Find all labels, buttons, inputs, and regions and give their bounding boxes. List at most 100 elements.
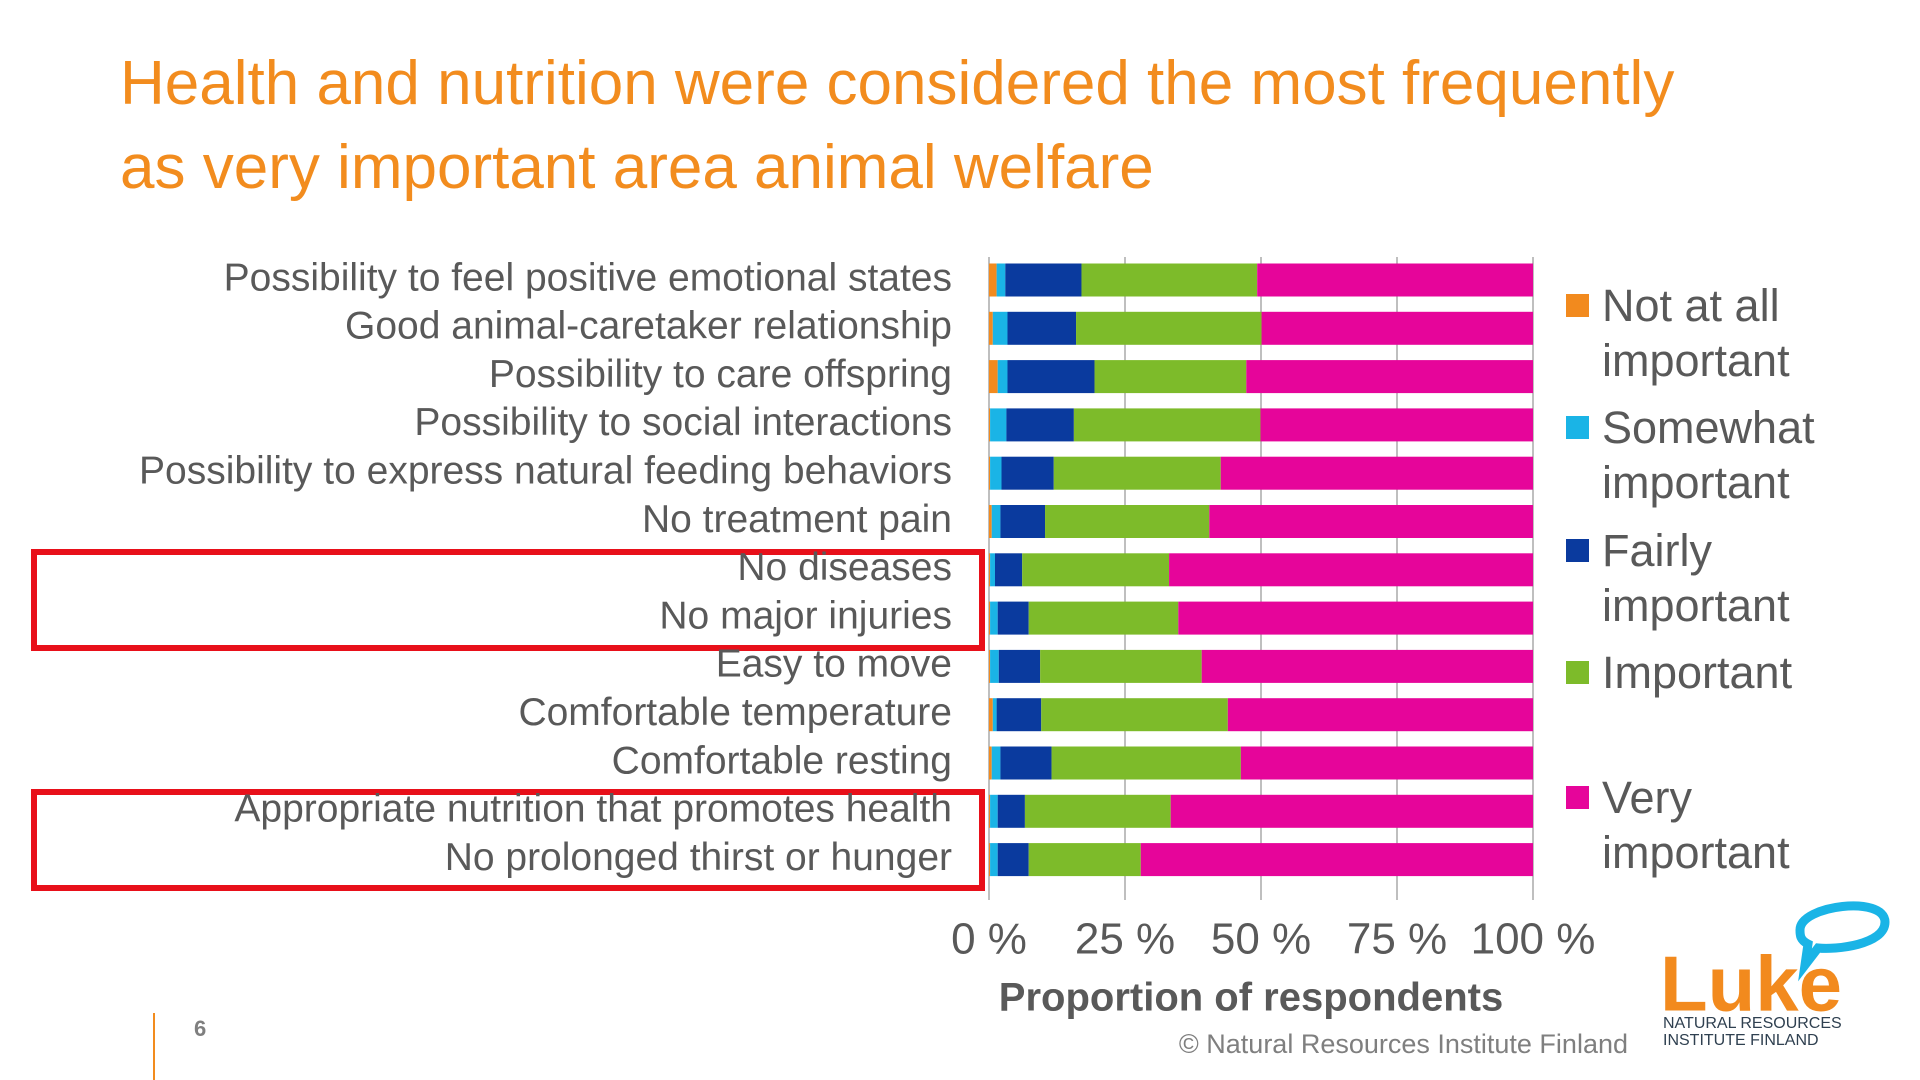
bar-segment [1007,311,1077,345]
bar-segment [1261,311,1533,345]
bar-segment [989,408,991,442]
bar-segment [1094,360,1247,394]
bar-segment [996,698,1042,732]
bar-segment [990,794,998,828]
bar-segment [989,311,993,345]
copyright: © Natural Resources Institute Finland [1179,1029,1628,1059]
bar-segment [989,698,993,732]
chart-title: Health and nutrition were considered the… [120,49,1675,202]
bar-segment [1076,311,1262,345]
slide-number: 6 [194,1016,206,1041]
bar-segment [996,263,1006,297]
bar-segment [989,843,991,877]
bar-segment [991,746,1001,780]
bar-segment [1040,649,1202,683]
bar-segment [992,311,1008,345]
logo-line: INSTITUTE FINLAND [1663,1032,1819,1049]
bar-segment [997,843,1029,877]
bar-segment [989,360,998,394]
bar-segment [1209,505,1533,538]
y-tick-label: Possibility to care offspring [489,353,952,396]
bar-segment [1053,456,1221,490]
bar-segment [1201,649,1533,683]
bar-segment [1006,408,1074,442]
y-tick-label: Easy to move [716,643,952,686]
y-tick-label: Comfortable temperature [518,691,952,734]
bar-segment [989,601,991,635]
bar-segment [990,843,998,877]
bar-segment [994,553,1023,587]
legend-swatch [1566,786,1589,809]
y-tick-label: Good animal-caretaker relationship [345,305,952,348]
logo-bubble [1795,901,1890,982]
bar-segment [1028,843,1141,877]
y-tick-label: Possibility to express natural feeding b… [139,449,952,492]
x-tick-label: 100 % [1471,915,1596,964]
bar-segment [1246,360,1533,394]
y-tick-label: Comfortable resting [612,739,952,782]
logo-line: NATURAL RESOURCES [1663,1015,1842,1032]
bar-segment [1169,553,1533,587]
y-tick-label: Appropriate nutrition that promotes heal… [234,788,952,831]
bar-segment [1178,601,1533,635]
y-tick-label: No treatment pain [642,498,952,541]
bar-segment [990,649,999,683]
bar-segment [990,553,995,587]
bar-segment [990,456,1002,490]
bar-segment [1005,263,1082,297]
legend-swatch [1566,661,1589,684]
bar-segment [1001,456,1054,490]
bar-segment [1045,505,1210,538]
bar-segment [989,263,997,297]
x-tick-label: 25 % [1075,915,1175,964]
legend-label: Somewhat important [1602,402,1815,508]
bar-segment [1022,553,1170,587]
bar-segment [992,698,997,732]
bar-segment [1000,746,1052,780]
bar-segment [997,360,1008,394]
highlight-box [31,549,985,651]
x-axis-label: Proportion of respondents [999,976,1503,1020]
bar-segment [1257,263,1533,297]
bar-segment [1007,360,1095,394]
bar-segment [991,505,1001,538]
legend-label: Important [1602,647,1793,698]
bar-segment [1260,408,1533,442]
x-tick-label: 0 % [951,915,1027,964]
legend-label: Very important [1602,772,1790,878]
bar-segment [989,553,991,587]
bar-segment [989,746,992,780]
bar-segment [1073,408,1261,442]
legend-label: Fairly important [1602,525,1790,631]
bar-segment [989,505,992,538]
bar-segment [989,794,991,828]
y-tick-label: Possibility to social interactions [414,401,952,444]
highlight-box [31,789,985,891]
bar-segment [1240,746,1533,780]
bar-segment [1170,794,1533,828]
legend-swatch [1566,416,1589,439]
y-tick-label: No prolonged thirst or hunger [445,836,952,879]
logo-text: Luke [1660,940,1842,1028]
y-tick-label: Possibility to feel positive emotional s… [224,256,952,299]
bar-segment [997,601,1029,635]
bar-segment [1220,456,1533,490]
bar-segment [990,601,998,635]
bar-segment [1028,601,1179,635]
bar-segment [998,649,1041,683]
bar-segment [1081,263,1258,297]
bar-segment [989,456,991,490]
bar-segment [1227,698,1533,732]
legend-swatch [1566,539,1589,562]
bar-segment [1024,794,1171,828]
legend-label: Not at all important [1602,280,1790,386]
bar-segment [1041,698,1228,732]
bar-segment [1140,843,1533,877]
x-tick-label: 75 % [1347,915,1447,964]
y-tick-label: No major injuries [659,594,952,637]
bar-segment [1000,505,1046,538]
x-tick-label: 50 % [1211,915,1311,964]
bar-segment [997,794,1025,828]
legend-swatch [1566,294,1589,317]
